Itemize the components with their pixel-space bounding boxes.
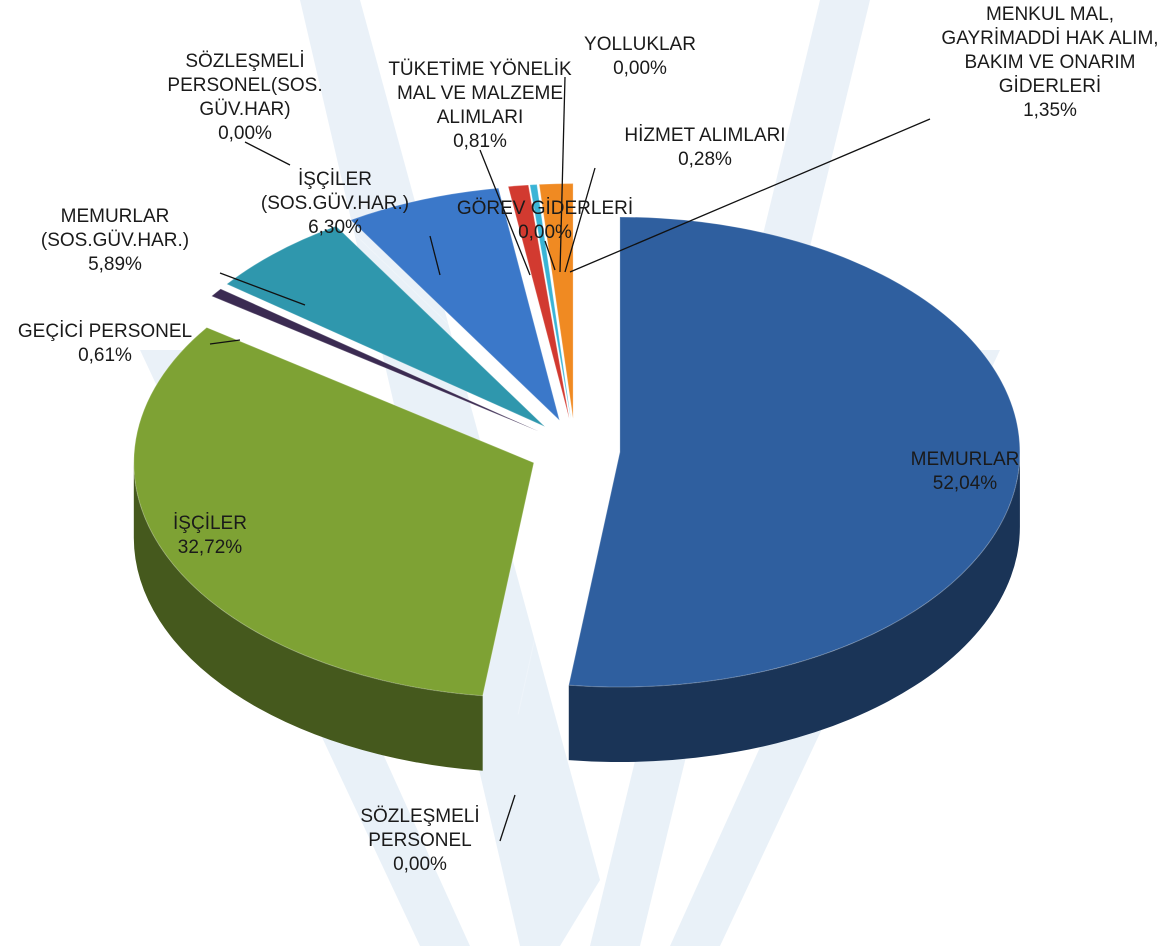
slice bbox=[342, 222, 552, 424]
value-label: 0,28% bbox=[678, 149, 732, 170]
slice bbox=[507, 184, 570, 419]
slice bbox=[133, 326, 535, 697]
leader-lines bbox=[209, 76, 931, 842]
value-label: 0,00% bbox=[393, 854, 447, 875]
slice-label: MEMURLAR (SOS.GÜV.HAR.) 5,89% bbox=[10, 205, 220, 277]
value-label: 1,35% bbox=[1023, 100, 1077, 121]
leader-line bbox=[209, 339, 241, 345]
category-name: TÜKETİME YÖNELİK MAL VE MALZEME ALIMLARI bbox=[388, 59, 572, 128]
slice-sides bbox=[133, 452, 1020, 771]
value-label: 0,61% bbox=[78, 345, 132, 366]
slice-label: GEÇİCİ PERSONEL 0,61% bbox=[0, 320, 210, 368]
slice bbox=[210, 288, 539, 432]
slice-label: GÖREV GİDERLERİ 0,00% bbox=[440, 197, 650, 245]
slice-label: İŞÇİLER 32,72% bbox=[130, 512, 290, 560]
slice-label: MEMURLAR 52,04% bbox=[880, 448, 1050, 496]
leader-line bbox=[429, 235, 441, 276]
value-label: 0,00% bbox=[613, 58, 667, 79]
value-label: 32,72% bbox=[177, 537, 243, 558]
leader-line bbox=[564, 167, 596, 273]
leader-line bbox=[499, 794, 516, 842]
leader-line bbox=[479, 149, 531, 276]
category-name: MEMURLAR bbox=[910, 449, 1020, 470]
value-label: 5,89% bbox=[88, 254, 142, 275]
slice-side bbox=[568, 452, 1020, 763]
slice-tops bbox=[133, 183, 1021, 715]
category-name: SÖZLEŞMELİ PERSONEL bbox=[360, 806, 480, 851]
slice-label: MENKUL MAL, GAYRİMADDİ HAK ALIM, BAKIM V… bbox=[930, 3, 1167, 123]
slice-label: İŞÇİLER (SOS.GÜV.HAR.) 6,30% bbox=[240, 168, 430, 240]
value-label: 0,81% bbox=[453, 131, 507, 152]
slice bbox=[349, 187, 561, 423]
slice-label: HİZMET ALIMLARI 0,28% bbox=[595, 124, 815, 172]
category-name: YOLLUKLAR bbox=[584, 34, 696, 55]
category-name: MEMURLAR (SOS.GÜV.HAR.) bbox=[40, 206, 190, 251]
leader-line bbox=[544, 240, 556, 271]
value-label: 0,00% bbox=[218, 123, 272, 144]
slice-label: TÜKETİME YÖNELİK MAL VE MALZEME ALIMLARI… bbox=[370, 58, 590, 154]
value-label: 6,30% bbox=[308, 217, 362, 238]
leader-line bbox=[219, 272, 306, 306]
category-name: HİZMET ALIMLARI bbox=[624, 125, 786, 146]
slice-label: SÖZLEŞMELİ PERSONEL 0,00% bbox=[340, 805, 500, 877]
slice bbox=[538, 183, 574, 419]
value-label: 0,00% bbox=[518, 222, 572, 243]
category-name: GÖREV GİDERLERİ bbox=[456, 198, 634, 219]
category-name: SÖZLEŞMELİ PERSONEL(SOS. GÜV.HAR) bbox=[167, 51, 323, 120]
category-name: İŞÇİLER (SOS.GÜV.HAR.) bbox=[260, 169, 410, 214]
leader-line bbox=[559, 76, 566, 273]
slice-label: YOLLUKLAR 0,00% bbox=[565, 33, 715, 81]
leader-line bbox=[569, 118, 931, 273]
slice-label: SÖZLEŞMELİ PERSONEL(SOS. GÜV.HAR) 0,00% bbox=[160, 50, 330, 146]
category-name: İŞÇİLER bbox=[173, 513, 247, 534]
slice-side bbox=[133, 462, 483, 771]
slice bbox=[529, 183, 572, 419]
slice bbox=[225, 225, 546, 428]
value-label: 52,04% bbox=[932, 473, 998, 494]
category-name: MENKUL MAL, GAYRİMADDİ HAK ALIM, BAKIM V… bbox=[941, 4, 1159, 97]
slice bbox=[568, 216, 1021, 688]
category-name: GEÇİCİ PERSONEL bbox=[17, 321, 193, 342]
leader-line bbox=[244, 141, 291, 166]
